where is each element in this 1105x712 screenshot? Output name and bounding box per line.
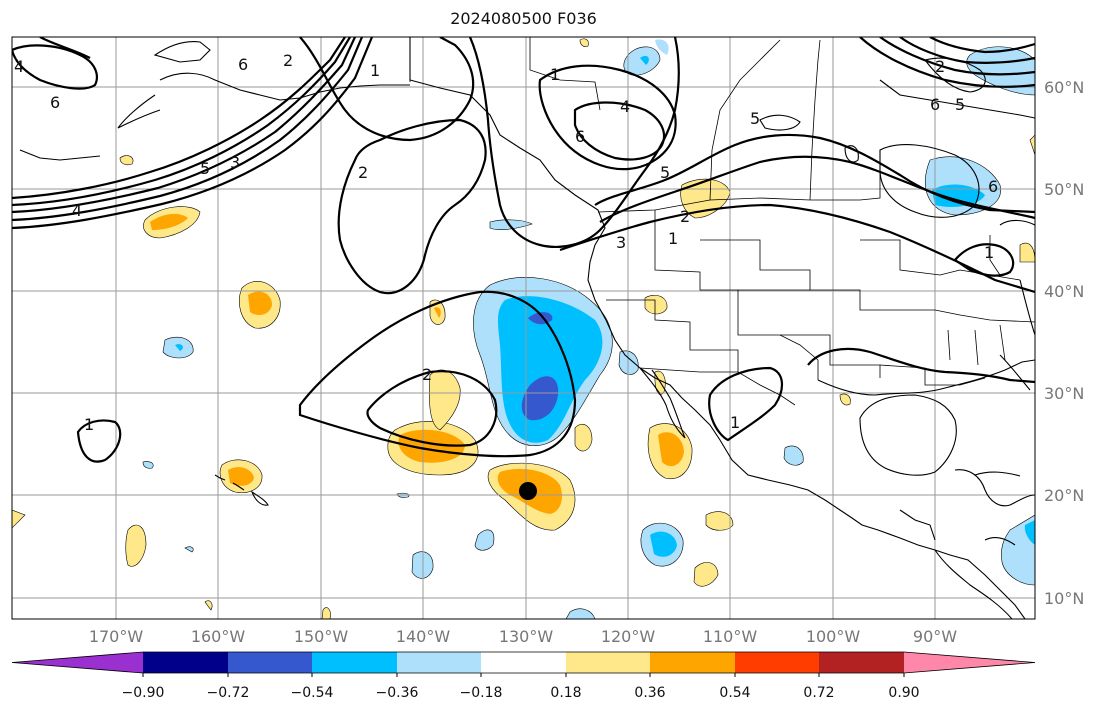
contour-label: 5 xyxy=(660,163,670,182)
colorbar-cell xyxy=(566,652,650,673)
colorbar-label: −0.54 xyxy=(291,685,334,701)
colorbar-cell xyxy=(819,652,904,673)
strong-negative-anomaly xyxy=(521,376,559,421)
lat-label: 40°N xyxy=(1044,282,1084,301)
contour-label: 4 xyxy=(14,57,24,76)
lat-label: 20°N xyxy=(1044,486,1084,505)
contour-label: 1 xyxy=(984,243,994,262)
contour-label: 3 xyxy=(230,153,240,172)
colorbar-cell xyxy=(397,652,481,673)
contour-label: 6 xyxy=(988,177,998,196)
colorbar-cell xyxy=(735,652,819,673)
gridlines xyxy=(12,37,1035,619)
contour-label: 3 xyxy=(616,233,626,252)
contour-label: 1 xyxy=(84,415,94,434)
contour-label: 5 xyxy=(750,109,760,128)
colorbar: −0.90 −0.72 −0.54 −0.36 −0.18 0.18 0.36 … xyxy=(11,651,1036,701)
colorbar-cell xyxy=(650,652,735,673)
contour-label: 1 xyxy=(730,413,740,432)
coastlines xyxy=(19,37,1035,619)
map-title: 2024080500 F036 xyxy=(450,9,597,28)
negative-anomaly-core xyxy=(932,184,985,207)
lon-label: 150°W xyxy=(294,627,349,646)
colorbar-label: 0.54 xyxy=(719,685,750,701)
latitude-labels: 60°N 50°N 40°N 30°N 20°N 10°N xyxy=(1044,78,1084,608)
lon-label: 160°W xyxy=(191,627,246,646)
contour-value-labels: 4 5 6 2 1 2 3 4 1 4 6 5 5 6 2 3 1 2 2 1 … xyxy=(14,51,998,434)
lat-label: 30°N xyxy=(1044,384,1084,403)
contour-lines xyxy=(12,37,1035,463)
colorbar-label: 0.18 xyxy=(550,685,581,701)
longitude-labels: 170°W 160°W 150°W 140°W 130°W 120°W 110°… xyxy=(89,627,957,646)
negative-anomaly-region xyxy=(966,46,1035,96)
colorbar-label: 0.90 xyxy=(888,685,919,701)
lon-label: 110°W xyxy=(703,627,758,646)
colorbar-cell xyxy=(312,652,397,673)
colorbar-label: −0.36 xyxy=(376,685,419,701)
lat-label: 10°N xyxy=(1044,589,1084,608)
lat-label: 50°N xyxy=(1044,180,1084,199)
contour-label: 6 xyxy=(575,127,585,146)
colorbar-cell xyxy=(143,652,228,673)
contour-label: 4 xyxy=(72,201,82,220)
colorbar-label: −0.72 xyxy=(207,685,250,701)
contour-label: 1 xyxy=(668,229,678,248)
contour-label: 6 xyxy=(238,55,248,74)
contour-label: 6 xyxy=(50,93,60,112)
lon-label: 130°W xyxy=(499,627,554,646)
colorbar-cell xyxy=(481,652,566,673)
contour-label: 4 xyxy=(620,97,630,116)
storm-center-marker xyxy=(519,482,537,500)
colorbar-label: −0.18 xyxy=(460,685,503,701)
contour-label: 2 xyxy=(422,365,432,384)
contour-label: 5 xyxy=(200,159,210,178)
lon-label: 120°W xyxy=(601,627,656,646)
colorbar-cell xyxy=(904,652,1035,673)
lon-label: 100°W xyxy=(806,627,861,646)
contour-label: 2 xyxy=(358,163,368,182)
lon-label: 90°W xyxy=(913,627,957,646)
positive-anomaly-core xyxy=(398,429,465,463)
shaded-anomalies xyxy=(12,38,1035,619)
colorbar-label: 0.36 xyxy=(634,685,665,701)
contour-label: 1 xyxy=(550,65,560,84)
contour-label: 5 xyxy=(955,95,965,114)
map-frame xyxy=(11,36,1036,620)
lon-label: 170°W xyxy=(89,627,144,646)
colorbar-cell xyxy=(228,652,312,673)
colorbar-cell xyxy=(12,652,143,673)
lon-label: 140°W xyxy=(396,627,451,646)
colorbar-label: 0.72 xyxy=(803,685,834,701)
contour-label: 2 xyxy=(680,207,690,226)
contour-label: 2 xyxy=(283,51,293,70)
negative-anomaly-region xyxy=(623,46,661,76)
contour-label: 1 xyxy=(370,61,380,80)
colorbar-label: −0.90 xyxy=(122,685,165,701)
political-borders xyxy=(409,37,1035,406)
contour-label: 6 xyxy=(930,95,940,114)
contour-label: 2 xyxy=(935,57,945,76)
lat-label: 60°N xyxy=(1044,78,1084,97)
